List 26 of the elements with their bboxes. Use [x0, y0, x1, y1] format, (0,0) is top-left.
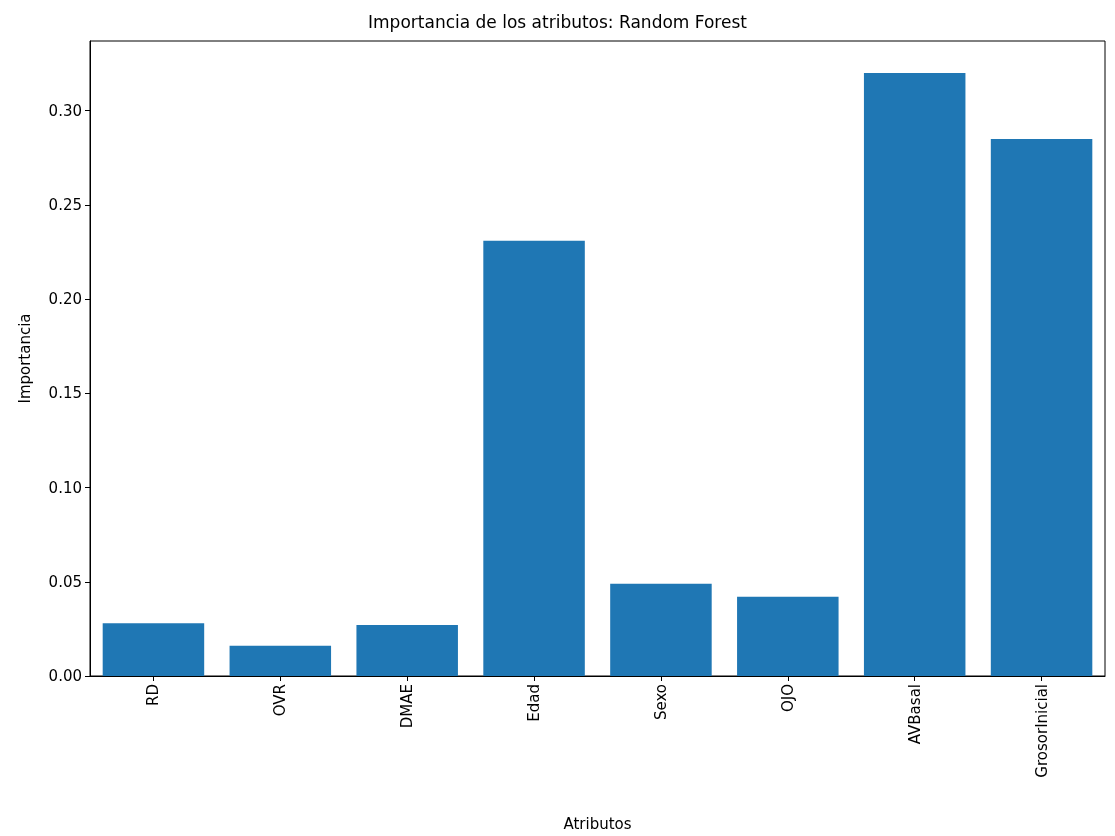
y-tick-label: 0.10	[48, 478, 82, 497]
y-axis-title: Importancia	[15, 313, 34, 404]
y-tick-label: 0.25	[48, 195, 82, 214]
y-tick-label: 0.30	[48, 101, 82, 120]
y-tick-label: 0.05	[48, 572, 82, 591]
chart-title: Importancia de los atributos: Random Forest	[368, 11, 748, 32]
bar	[737, 596, 839, 676]
bar	[610, 583, 712, 676]
x-tick-label: AVBasal	[905, 684, 924, 745]
x-tick-label: GrosorInicial	[1032, 684, 1051, 778]
x-tick-label: DMAE	[398, 684, 417, 729]
y-tick-label: 0.15	[48, 384, 82, 403]
x-tick-label: OJO	[778, 684, 797, 713]
x-tick-label: Sexo	[651, 684, 670, 721]
bar	[483, 240, 585, 676]
y-tick-label: 0.20	[48, 290, 82, 309]
bar	[990, 138, 1093, 676]
x-tick-label: RD	[144, 684, 163, 706]
x-tick-label: Edad	[525, 684, 544, 722]
bar	[102, 623, 205, 676]
bar	[356, 625, 458, 676]
bar	[863, 73, 966, 676]
x-axis-title: Atributos	[563, 814, 632, 833]
bar	[229, 645, 332, 676]
x-tick-label: OVR	[271, 684, 290, 717]
y-tick-label: 0.00	[48, 667, 82, 685]
